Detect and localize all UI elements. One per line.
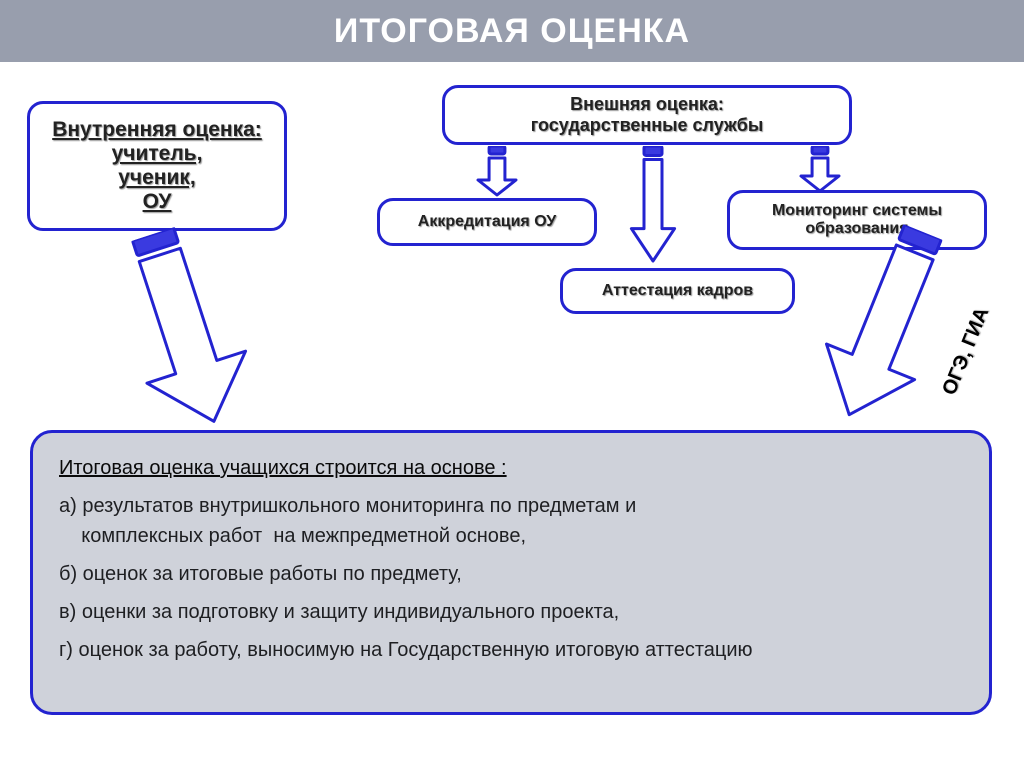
node-accreditation-text: Аккредитация ОУ (418, 213, 556, 231)
arrow-external-to-attestation (628, 146, 678, 264)
node-internal-line2: учитель, (112, 142, 203, 166)
node-internal-line3: ученик, (118, 166, 196, 190)
arrow-external-to-monitoring (798, 146, 842, 194)
summary-item: б) оценок за итоговые работы по предмету… (59, 559, 963, 589)
node-monitoring-line1: Мониторинг системы (772, 202, 942, 220)
node-monitoring: Мониторинг системы образования (727, 190, 987, 250)
node-attestation-text: Аттестация кадров (602, 282, 753, 300)
summary-items: а) результатов внутришкольного мониторин… (59, 491, 963, 665)
summary-item: а) результатов внутришкольного мониторин… (59, 491, 963, 551)
node-external-line2: государственные службы (531, 115, 764, 136)
page-title: ИТОГОВАЯ ОЦЕНКА (334, 12, 690, 51)
node-attestation: Аттестация кадров (560, 268, 795, 314)
page-title-bar: ИТОГОВАЯ ОЦЕНКА (0, 0, 1024, 62)
node-accreditation: Аккредитация ОУ (377, 198, 597, 246)
node-external-line1: Внешняя оценка: (570, 94, 724, 115)
node-external-assessment: Внешняя оценка: государственные службы (442, 85, 852, 145)
node-internal-line1: Внутренняя оценка: (52, 118, 262, 142)
arrow-external-to-accreditation (475, 146, 519, 198)
arrow-internal-to-summary (96, 215, 272, 442)
summary-item: г) оценок за работу, выносимую на Госуда… (59, 635, 963, 665)
summary-item: в) оценки за подготовку и защиту индивид… (59, 597, 963, 627)
summary-header: Итоговая оценка учащихся строится на осн… (59, 453, 963, 483)
summary-box: Итоговая оценка учащихся строится на осн… (30, 430, 992, 715)
node-internal-assessment: Внутренняя оценка: учитель, ученик, ОУ (27, 101, 287, 231)
node-internal-line4: ОУ (143, 190, 172, 214)
